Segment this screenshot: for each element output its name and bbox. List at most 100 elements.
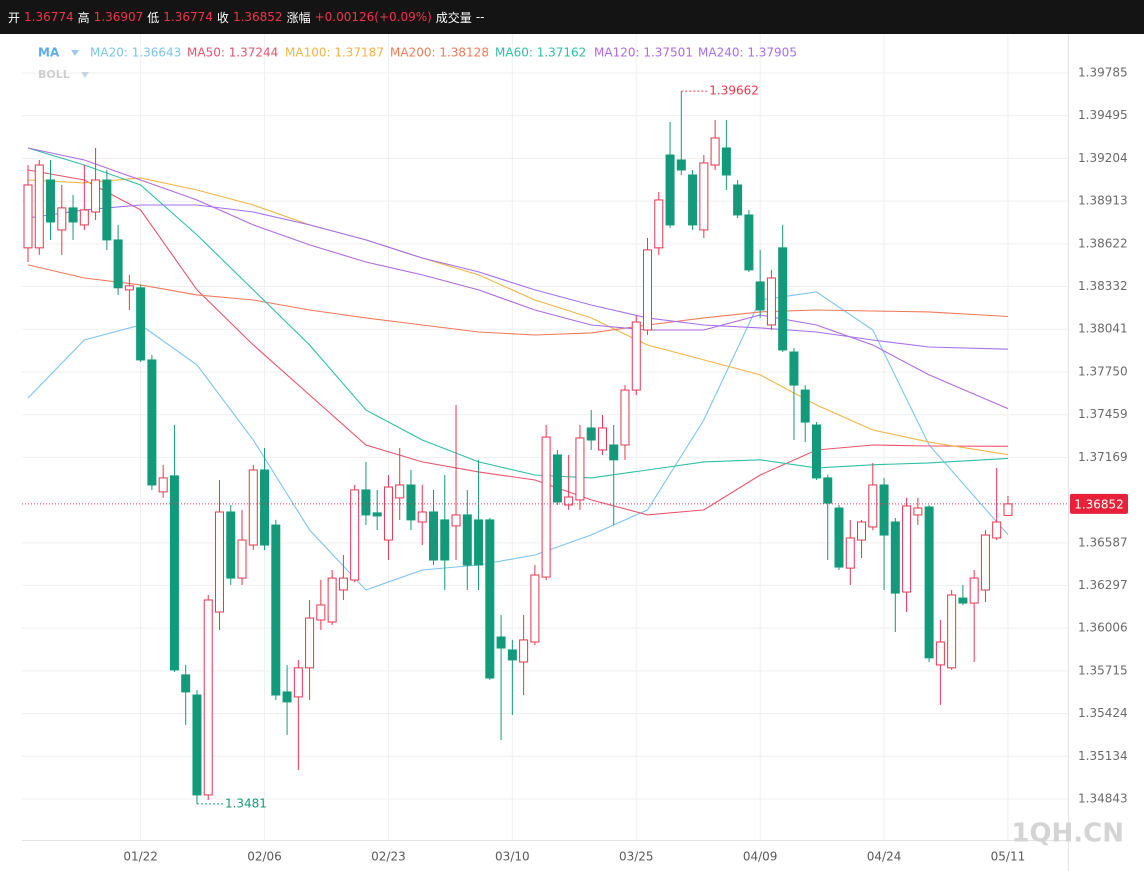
close-value: 1.36852 <box>232 10 283 24</box>
min-label: 1.3481 <box>225 796 267 810</box>
candle-body <box>169 475 179 671</box>
candle-body <box>823 477 833 504</box>
volume-label: 成交量 <box>435 10 472 25</box>
candle-body <box>226 511 236 579</box>
candle-body <box>789 351 799 386</box>
y-tick-label: 1.37169 <box>1078 450 1128 464</box>
candle-body <box>147 359 157 486</box>
candle-body <box>597 427 607 451</box>
candle-body <box>91 179 101 213</box>
candle-body <box>203 599 213 796</box>
candle-body <box>924 506 934 659</box>
y-tick-label: 1.38913 <box>1078 194 1128 208</box>
candle-body <box>992 521 1002 539</box>
low-value: 1.36774 <box>163 10 213 24</box>
y-tick-label: 1.34843 <box>1078 792 1128 806</box>
legend-entry: MA200: 1.38128 <box>390 46 489 60</box>
candle-body <box>440 519 450 561</box>
ma-line <box>27 264 1009 336</box>
dropdown-arrow[interactable] <box>81 72 89 78</box>
candle-body <box>676 159 686 171</box>
candle-body <box>620 389 630 446</box>
y-tick-label: 1.35134 <box>1078 749 1128 763</box>
candle-body <box>305 617 315 669</box>
legend-entry: MA120: 1.37501 <box>594 46 693 60</box>
candle-body <box>271 524 281 696</box>
candle-body <box>811 424 821 479</box>
candle-body <box>462 514 472 566</box>
candle-body <box>406 484 416 521</box>
x-tick-label: 05/11 <box>991 850 1026 864</box>
legend-entry: MA50: 1.37244 <box>187 46 278 60</box>
candle-body <box>113 239 123 289</box>
candle-body <box>913 507 923 516</box>
candle-body <box>181 674 191 693</box>
dropdown-arrow[interactable] <box>71 50 79 56</box>
ma-line <box>27 169 1009 516</box>
candle-body <box>778 247 788 351</box>
candle-body <box>902 505 912 593</box>
candle-body <box>293 667 303 698</box>
y-tick-label: 1.36006 <box>1078 621 1128 635</box>
candle-body <box>834 507 844 568</box>
y-tick-label: 1.35715 <box>1078 663 1128 677</box>
ma-line <box>27 147 1009 410</box>
candle-body <box>980 534 990 591</box>
candle-body <box>530 574 540 643</box>
price-tag <box>1070 493 1128 514</box>
candle-body <box>688 174 698 226</box>
legend-entry: MA60: 1.37162 <box>495 46 586 60</box>
close-label: 收 <box>216 10 229 25</box>
indicator-label[interactable]: BOLL <box>38 68 70 81</box>
y-tick-label: 1.37459 <box>1078 407 1128 421</box>
candle-body <box>519 639 529 663</box>
candle-body <box>766 277 776 326</box>
candle-body <box>755 281 765 311</box>
candle-body <box>485 519 495 679</box>
y-tick-label: 1.35424 <box>1078 706 1128 720</box>
grid <box>22 34 1068 840</box>
candle-body <box>23 184 33 249</box>
candle-body <box>417 511 427 523</box>
ma-line <box>27 204 1009 350</box>
candle-body <box>1003 503 1013 516</box>
candle-body <box>79 209 89 226</box>
candle-body <box>429 511 439 561</box>
candle-body <box>237 539 247 579</box>
candle-body <box>395 484 405 499</box>
candle-body <box>102 179 112 241</box>
legend-entry: MA240: 1.37905 <box>698 46 797 60</box>
high-value: 1.36907 <box>93 10 144 24</box>
y-tick-label: 1.37750 <box>1078 364 1128 378</box>
candle-body <box>857 521 867 541</box>
ma-line <box>27 177 1009 456</box>
legend-entry: MA100: 1.37187 <box>285 46 384 60</box>
candle-body <box>260 469 270 546</box>
candle-body <box>654 199 664 249</box>
candle-body <box>564 496 574 506</box>
x-tick-label: 02/06 <box>247 850 282 864</box>
y-tick-label: 1.38622 <box>1078 236 1128 250</box>
candle-body <box>338 577 348 591</box>
ma-lines <box>27 147 1009 591</box>
candle-body <box>947 594 957 669</box>
header-bar: 开 1.36774 高 1.36907 低 1.36774 收 1.36852 … <box>0 0 1144 34</box>
candle-body <box>68 207 78 223</box>
candle-body <box>890 521 900 594</box>
candle-body <box>710 137 720 166</box>
candle-body <box>474 519 484 566</box>
candle-body <box>541 436 551 578</box>
legend-title[interactable]: MA <box>38 46 60 60</box>
candle-body <box>248 469 258 546</box>
x-tick-label: 01/22 <box>123 850 158 864</box>
ma-line <box>27 147 1009 479</box>
y-tick-label: 1.39495 <box>1078 108 1128 122</box>
candle-body <box>372 512 382 517</box>
x-tick-label: 03/10 <box>495 850 530 864</box>
max-label: 1.39662 <box>709 84 759 98</box>
candle-body <box>609 444 619 461</box>
change-label: 涨幅 <box>286 10 311 25</box>
candle-body <box>451 514 461 527</box>
